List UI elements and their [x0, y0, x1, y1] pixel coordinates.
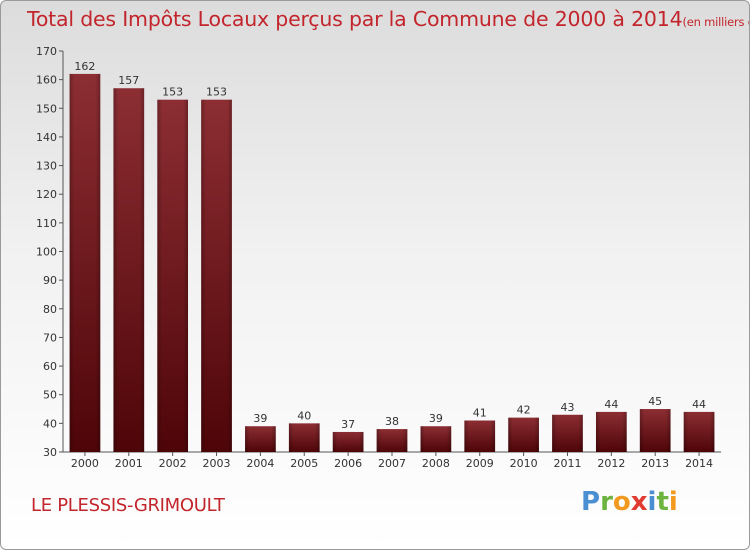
chart-title-main: Total des Impôts Locaux perçus par la Co… [27, 7, 683, 31]
y-tick-label: 170 [36, 45, 57, 58]
bar-shade [113, 88, 145, 452]
x-tick-label: 2004 [246, 457, 274, 470]
y-tick-label: 130 [36, 160, 57, 173]
bar-value-label: 45 [648, 395, 662, 408]
bar-2009 [464, 420, 496, 452]
y-tick-label: 100 [36, 246, 57, 259]
logo-letter: r [600, 487, 613, 517]
y-tick-label: 40 [43, 417, 57, 430]
chart-bars [69, 73, 715, 453]
bar-value-label: 157 [118, 74, 139, 87]
bar-value-label: 153 [206, 86, 227, 99]
x-tick-label: 2013 [641, 457, 669, 470]
bar-value-label: 153 [162, 86, 183, 99]
chart-title-unit: (en milliers d'€) [682, 15, 749, 29]
bar-value-label: 39 [253, 412, 267, 425]
chart-title: Total des Impôts Locaux perçus par la Co… [27, 7, 749, 31]
logo-letter: P [581, 487, 601, 517]
logo-letter: x [630, 487, 648, 517]
x-tick-label: 2006 [334, 457, 362, 470]
bar-shade [508, 417, 539, 452]
bar-2005 [288, 423, 320, 452]
bar-shade [552, 414, 583, 452]
x-tick-label: 2003 [203, 457, 231, 470]
bar-value-label: 43 [560, 401, 574, 414]
bar-shade [639, 409, 671, 452]
bar-value-label: 41 [473, 406, 487, 419]
bar-value-label: 38 [385, 415, 399, 428]
bar-2007 [376, 429, 408, 452]
x-tick-label: 2002 [159, 457, 187, 470]
bar-shade [201, 99, 232, 452]
bar-shade [595, 411, 627, 452]
bar-2012 [595, 411, 627, 452]
logo-letter: i [647, 487, 657, 517]
y-tick-label: 90 [43, 274, 57, 287]
logo-letter: o [612, 487, 631, 517]
x-tick-label: 2008 [422, 457, 450, 470]
bar-2014 [683, 411, 715, 452]
bar-shade [420, 426, 452, 452]
bar-shade [288, 423, 320, 452]
x-tick-label: 2007 [378, 457, 406, 470]
y-tick-label: 150 [36, 102, 57, 115]
bar-2008 [420, 426, 452, 452]
x-tick-label: 2009 [466, 457, 494, 470]
logo-letter: i [668, 487, 678, 517]
bar-shade [157, 99, 189, 452]
bar-value-label: 39 [429, 412, 443, 425]
bar-shade [464, 420, 496, 452]
bar-value-label: 42 [517, 404, 531, 417]
y-tick-label: 160 [36, 74, 57, 87]
proxiti-logo: Proxiti [581, 487, 678, 517]
bar-value-label: 162 [74, 60, 95, 73]
y-tick-label: 140 [36, 131, 57, 144]
chart-axes: 30 40 50 60 70 80 90 100 110 120 130 140 150 160 170 20… [36, 45, 721, 470]
bar-2002 [157, 99, 189, 452]
bar-value-label: 44 [604, 398, 618, 411]
bar-value-label: 37 [341, 418, 355, 431]
bar-2004 [245, 426, 276, 452]
y-tick-label: 60 [43, 360, 57, 373]
x-tick-label: 2000 [71, 457, 99, 470]
bar-value-label: 44 [692, 398, 706, 411]
bar-shade [376, 429, 408, 452]
y-tick-label: 120 [36, 188, 57, 201]
bar-2001 [113, 88, 145, 452]
bar-shade [683, 411, 715, 452]
bar-2013 [639, 409, 671, 452]
bar-shade [245, 426, 276, 452]
y-tick-label: 80 [43, 303, 57, 316]
x-tick-label: 2011 [553, 457, 581, 470]
bar-2006 [332, 431, 364, 452]
y-tick-label: 110 [36, 217, 57, 230]
commune-name: LE PLESSIS-GRIMOULT [31, 495, 225, 516]
bar-shade [69, 73, 101, 453]
logo-letter: t [656, 487, 669, 517]
bar-2003 [201, 99, 232, 452]
y-tick-label: 30 [43, 446, 57, 459]
bar-2010 [508, 417, 539, 452]
chart-value-labels: 162 157 153 153 39 40 37 38 39 41 42 43 44 45 44 [74, 60, 706, 431]
bar-shade [332, 431, 364, 452]
x-tick-label: 2010 [510, 457, 538, 470]
x-tick-label: 2012 [597, 457, 625, 470]
bar-chart: 30 40 50 60 70 80 90 100 110 120 130 140 150 160 170 20… [36, 45, 721, 470]
y-tick-label: 70 [43, 331, 57, 344]
bar-value-label: 40 [297, 409, 311, 422]
bar-2011 [552, 414, 583, 452]
x-tick-label: 2005 [290, 457, 318, 470]
x-tick-label: 2001 [115, 457, 143, 470]
bar-2000 [69, 73, 101, 453]
x-tick-label: 2014 [685, 457, 713, 470]
y-tick-label: 50 [43, 389, 57, 402]
